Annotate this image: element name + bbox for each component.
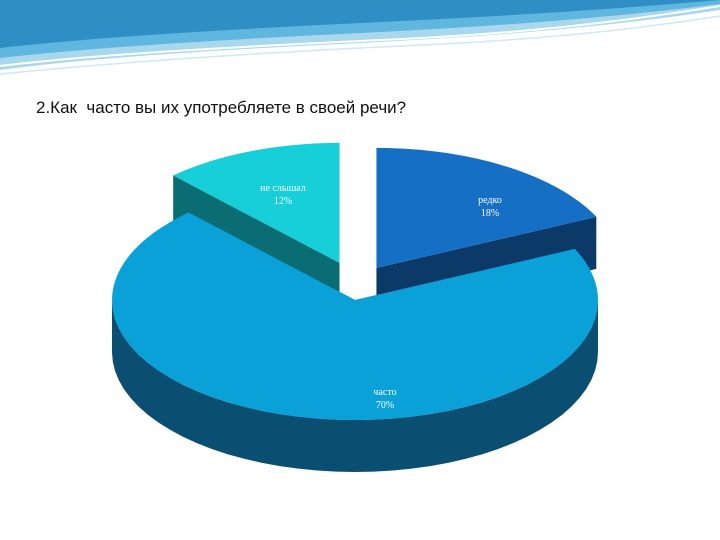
wave-line (0, 5, 720, 67)
pie-slice-2 (112, 212, 598, 420)
pie-slice-side-2-0 (112, 300, 598, 472)
pie-label-1-0: редко (478, 195, 502, 206)
background-wave-decoration (0, 0, 720, 75)
pie-slice-1 (376, 147, 597, 268)
pie-slice-0 (173, 142, 340, 263)
wave-band-dark (0, 0, 720, 48)
pie-label-1-1: 18% (481, 208, 499, 219)
wave-line-2 (0, 15, 720, 75)
slide-title: 2.Как часто вы их употребляете в своей р… (36, 98, 407, 117)
pie-label-2-0: часто (373, 387, 396, 398)
pie-label-0-0: не слышал (260, 183, 306, 194)
pie-label-2-1: 70% (376, 400, 394, 411)
pie-label-0-1: 12% (274, 196, 292, 207)
